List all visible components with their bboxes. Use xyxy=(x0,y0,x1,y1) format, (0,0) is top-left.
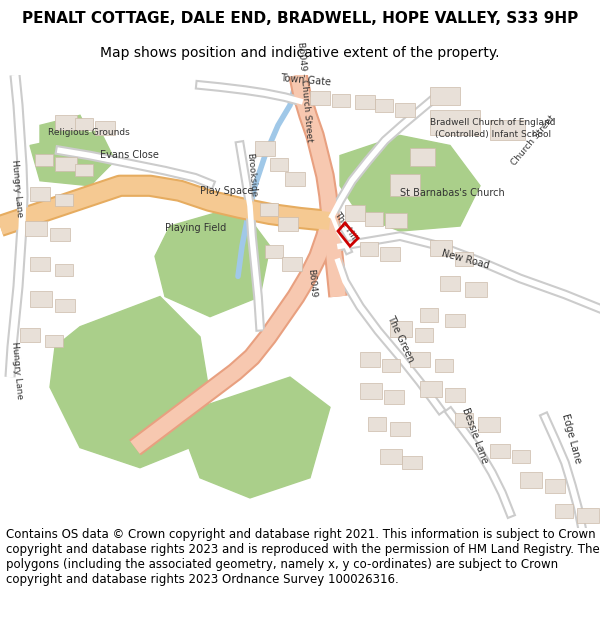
Bar xyxy=(285,172,305,186)
Bar xyxy=(360,383,382,399)
Bar xyxy=(430,240,452,256)
Bar xyxy=(555,504,573,518)
Bar xyxy=(75,164,93,176)
Bar xyxy=(490,120,525,141)
Bar xyxy=(384,390,404,404)
Bar xyxy=(395,103,415,118)
Bar xyxy=(445,314,465,327)
Bar xyxy=(30,187,50,201)
Text: PENALT COTTAGE, DALE END, BRADWELL, HOPE VALLEY, S33 9HP: PENALT COTTAGE, DALE END, BRADWELL, HOPE… xyxy=(22,11,578,26)
Text: Evans Close: Evans Close xyxy=(100,149,159,159)
Text: B6049: B6049 xyxy=(306,269,317,299)
Bar xyxy=(390,174,420,196)
Bar xyxy=(30,291,52,307)
Bar xyxy=(375,99,393,112)
Bar xyxy=(420,381,442,398)
Bar xyxy=(282,258,302,271)
Bar xyxy=(55,156,77,171)
Bar xyxy=(512,449,530,462)
Text: Hungry Lane: Hungry Lane xyxy=(10,159,24,218)
Bar xyxy=(35,154,53,166)
Bar xyxy=(577,508,599,523)
Text: Hungry Lane: Hungry Lane xyxy=(10,341,24,399)
Bar xyxy=(310,91,330,105)
Text: Edge Lane: Edge Lane xyxy=(560,412,583,464)
Bar xyxy=(55,194,73,206)
Bar xyxy=(20,328,40,342)
Text: Church Street: Church Street xyxy=(510,114,557,168)
Bar xyxy=(380,247,400,261)
Text: Brookside: Brookside xyxy=(245,152,258,198)
Bar xyxy=(45,335,63,347)
Bar xyxy=(410,148,435,166)
Bar xyxy=(55,299,75,312)
Bar xyxy=(430,110,480,136)
Bar xyxy=(355,95,375,109)
Bar xyxy=(385,213,407,228)
Bar xyxy=(520,472,542,488)
Bar xyxy=(278,217,298,231)
Bar xyxy=(332,94,350,108)
Bar xyxy=(402,456,422,469)
Text: Play Space: Play Space xyxy=(200,186,253,196)
Text: Map shows position and indicative extent of the property.: Map shows position and indicative extent… xyxy=(100,46,500,59)
Bar xyxy=(420,308,438,322)
Bar xyxy=(270,158,288,171)
Bar xyxy=(445,388,465,402)
Polygon shape xyxy=(155,206,270,317)
Bar xyxy=(360,242,378,256)
Bar xyxy=(360,352,380,367)
Text: Contains OS data © Crown copyright and database right 2021. This information is : Contains OS data © Crown copyright and d… xyxy=(6,528,600,586)
Text: (Controlled) Infant School: (Controlled) Infant School xyxy=(435,131,551,139)
Bar xyxy=(368,418,386,431)
Bar xyxy=(265,245,283,258)
Polygon shape xyxy=(185,377,330,498)
Bar xyxy=(390,321,412,337)
Bar xyxy=(365,212,383,226)
Text: Bradwell Church of England: Bradwell Church of England xyxy=(430,118,556,127)
Text: B6049 - Church Street: B6049 - Church Street xyxy=(296,41,314,142)
Text: New Road: New Road xyxy=(440,248,490,271)
Text: The Hill: The Hill xyxy=(332,210,359,243)
Text: St Barnabas's Church: St Barnabas's Church xyxy=(400,188,505,198)
Polygon shape xyxy=(50,296,210,468)
Text: Playing Field: Playing Field xyxy=(165,223,226,233)
Bar xyxy=(75,118,93,131)
Bar xyxy=(30,258,50,271)
Bar xyxy=(260,203,278,216)
Bar xyxy=(430,87,460,105)
Text: Religious Grounds: Religious Grounds xyxy=(48,128,130,138)
Bar xyxy=(410,352,430,367)
Bar xyxy=(415,328,433,342)
Polygon shape xyxy=(30,131,115,186)
Bar xyxy=(465,282,487,296)
Bar xyxy=(435,359,453,372)
Bar xyxy=(455,413,473,428)
Bar xyxy=(25,221,47,236)
Bar xyxy=(490,444,510,458)
Bar xyxy=(440,276,460,291)
Text: The Green: The Green xyxy=(385,314,416,364)
Bar xyxy=(95,121,115,136)
Text: Bessie Lane: Bessie Lane xyxy=(460,406,490,464)
Text: Town Gate: Town Gate xyxy=(280,72,332,87)
Bar xyxy=(382,359,400,372)
Bar xyxy=(345,205,365,221)
Bar xyxy=(545,479,565,493)
Bar xyxy=(55,264,73,276)
Bar xyxy=(478,418,500,432)
Polygon shape xyxy=(40,115,90,151)
Bar xyxy=(390,422,410,436)
Bar xyxy=(380,449,402,464)
Bar xyxy=(55,115,77,131)
Bar xyxy=(50,228,70,241)
Bar xyxy=(455,253,473,266)
Polygon shape xyxy=(340,136,480,231)
Bar xyxy=(255,141,275,156)
